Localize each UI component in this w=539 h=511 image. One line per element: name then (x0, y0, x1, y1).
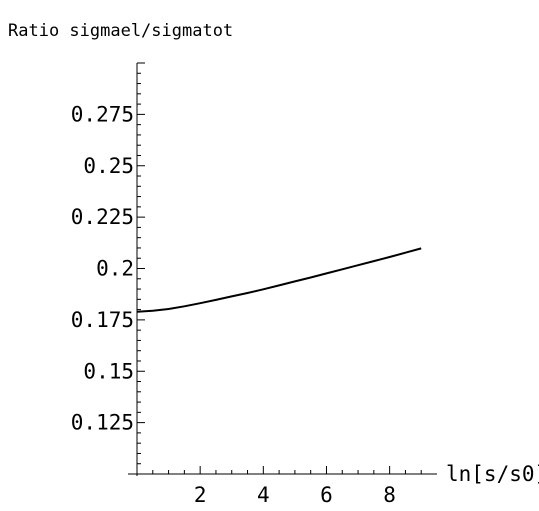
x-tick-label: 2 (194, 483, 207, 507)
x-tick-label: 6 (320, 483, 333, 507)
x-axis-label: ln[s/s0] (446, 462, 539, 486)
y-tick-label: 0.225 (71, 205, 134, 229)
y-tick-label: 0.275 (71, 102, 134, 126)
y-tick-label: 0.125 (71, 411, 134, 435)
x-tick-label: 4 (257, 483, 270, 507)
y-tick-label: 0.2 (96, 257, 134, 281)
axes (128, 63, 437, 476)
tick-marks (137, 62, 422, 474)
y-tick-labels: 0.125 0.15 0.175 0.2 0.225 0.25 0.275 (71, 102, 134, 434)
x-tick-labels: 2 4 6 8 (194, 483, 396, 507)
x-tick-label: 8 (383, 483, 396, 507)
series-group (136, 247, 422, 313)
y-tick-label: 0.15 (83, 359, 134, 383)
series-line (136, 247, 422, 313)
chart-title: Ratio sigmael/sigmatot (8, 21, 233, 41)
y-tick-label: 0.175 (71, 308, 134, 332)
y-tick-label: 0.25 (83, 154, 134, 178)
